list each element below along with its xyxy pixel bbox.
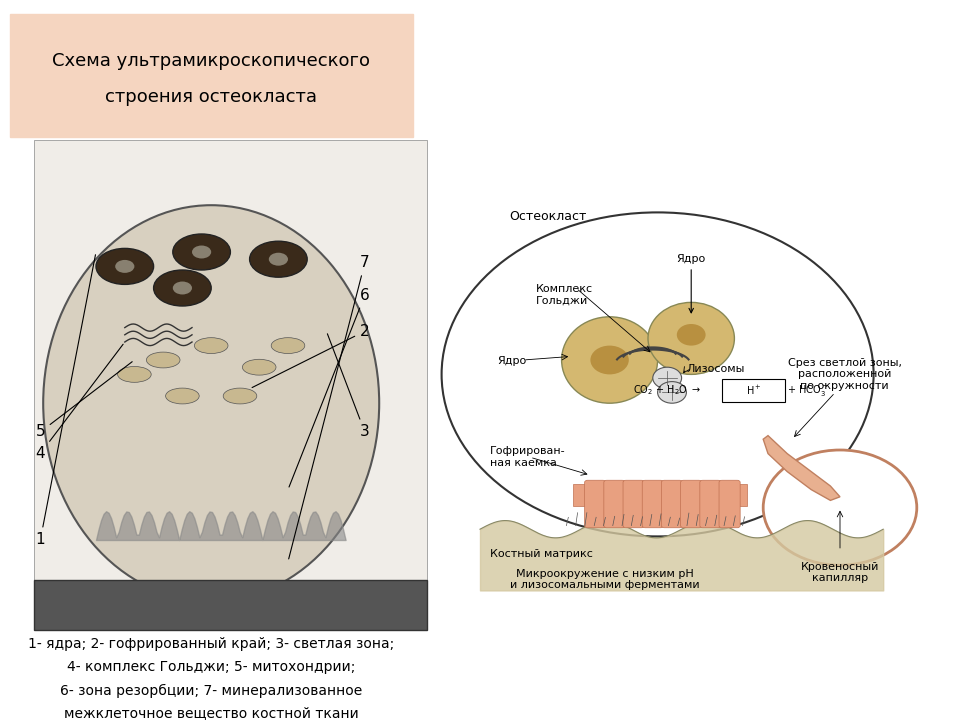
Circle shape bbox=[442, 212, 874, 536]
Text: 6- зона резорбции; 7- минерализованное: 6- зона резорбции; 7- минерализованное bbox=[60, 683, 362, 698]
Text: Гофрирован-
ная каемка: Гофрирован- ная каемка bbox=[490, 446, 565, 468]
Polygon shape bbox=[763, 436, 840, 500]
Ellipse shape bbox=[173, 282, 192, 294]
Text: Схема ультрамикроскопического: Схема ультрамикроскопического bbox=[52, 52, 371, 70]
Text: H$^+$: H$^+$ bbox=[746, 384, 761, 397]
Ellipse shape bbox=[223, 388, 257, 404]
Text: Ядро: Ядро bbox=[497, 356, 526, 366]
Ellipse shape bbox=[243, 359, 276, 375]
Ellipse shape bbox=[115, 260, 134, 273]
Ellipse shape bbox=[192, 246, 211, 258]
FancyBboxPatch shape bbox=[34, 580, 427, 630]
Ellipse shape bbox=[96, 248, 154, 284]
FancyBboxPatch shape bbox=[10, 14, 413, 137]
Circle shape bbox=[653, 367, 682, 389]
Text: 3: 3 bbox=[327, 334, 370, 439]
Text: 4- комплекс Гольджи; 5- митохондрии;: 4- комплекс Гольджи; 5- митохондрии; bbox=[67, 660, 355, 675]
FancyBboxPatch shape bbox=[719, 480, 740, 528]
FancyBboxPatch shape bbox=[681, 480, 702, 528]
Text: Остеокласт: Остеокласт bbox=[509, 210, 587, 222]
Text: 7: 7 bbox=[289, 256, 370, 559]
Ellipse shape bbox=[154, 270, 211, 306]
Ellipse shape bbox=[562, 317, 658, 403]
Text: 6: 6 bbox=[289, 288, 370, 487]
Text: Кровеносный
капилляр: Кровеносный капилляр bbox=[801, 562, 879, 583]
Circle shape bbox=[763, 450, 917, 565]
Text: Костный матрикс: Костный матрикс bbox=[490, 549, 592, 559]
Ellipse shape bbox=[118, 366, 152, 382]
Ellipse shape bbox=[590, 346, 629, 374]
Text: Срез светлой зоны,
расположенной
по окружности: Срез светлой зоны, расположенной по окру… bbox=[788, 358, 901, 391]
Text: межклеточное вещество костной ткани: межклеточное вещество костной ткани bbox=[63, 706, 359, 720]
Text: 4: 4 bbox=[36, 344, 123, 461]
Ellipse shape bbox=[250, 241, 307, 277]
FancyBboxPatch shape bbox=[642, 480, 663, 528]
FancyBboxPatch shape bbox=[573, 484, 747, 506]
Text: Лизосомы: Лизосомы bbox=[686, 364, 745, 374]
Circle shape bbox=[658, 382, 686, 403]
Ellipse shape bbox=[173, 234, 230, 270]
Text: 2: 2 bbox=[252, 324, 370, 387]
FancyBboxPatch shape bbox=[700, 480, 721, 528]
Text: 1: 1 bbox=[36, 255, 95, 547]
Text: 5: 5 bbox=[36, 361, 132, 439]
Text: строения остеокласта: строения остеокласта bbox=[106, 89, 317, 107]
Text: + HCO$_3^-$: + HCO$_3^-$ bbox=[787, 383, 828, 397]
FancyBboxPatch shape bbox=[604, 480, 625, 528]
Ellipse shape bbox=[677, 324, 706, 346]
Ellipse shape bbox=[146, 352, 180, 368]
Ellipse shape bbox=[165, 388, 200, 404]
Ellipse shape bbox=[269, 253, 288, 266]
Text: 1- ядра; 2- гофрированный край; 3- светлая зона;: 1- ядра; 2- гофрированный край; 3- светл… bbox=[28, 637, 395, 652]
FancyBboxPatch shape bbox=[722, 379, 785, 402]
Ellipse shape bbox=[271, 338, 305, 354]
Text: Ядро: Ядро bbox=[677, 254, 706, 312]
Ellipse shape bbox=[43, 205, 379, 601]
FancyBboxPatch shape bbox=[623, 480, 644, 528]
Text: Микроокружение с низким pH
и лизосомальными ферментами: Микроокружение с низким pH и лизосомальн… bbox=[510, 569, 700, 590]
FancyBboxPatch shape bbox=[34, 140, 427, 630]
Ellipse shape bbox=[194, 338, 228, 354]
FancyBboxPatch shape bbox=[585, 480, 606, 528]
Text: Комплекс
Гольджи: Комплекс Гольджи bbox=[536, 284, 593, 306]
FancyBboxPatch shape bbox=[661, 480, 683, 528]
Text: CO$_2$ + H$_2$O $\rightarrow$: CO$_2$ + H$_2$O $\rightarrow$ bbox=[634, 383, 701, 397]
Ellipse shape bbox=[648, 302, 734, 374]
